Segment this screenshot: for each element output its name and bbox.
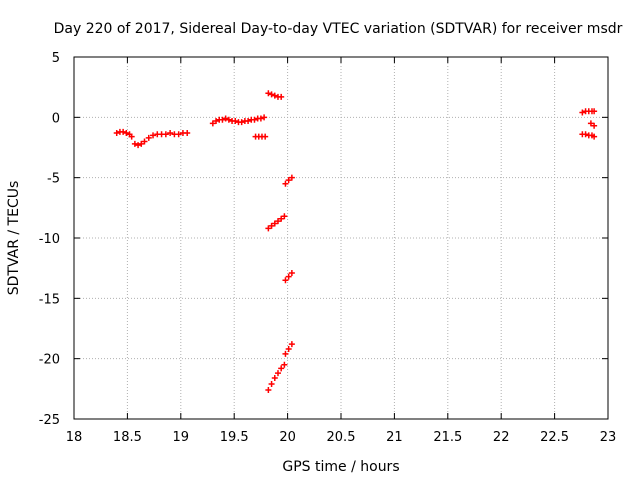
y-tick-label: -25	[39, 413, 60, 428]
data-point	[162, 131, 169, 138]
x-tick-label: 22	[493, 430, 510, 445]
data-point	[285, 273, 292, 280]
data-point	[591, 108, 598, 115]
data-point	[274, 218, 281, 225]
data-point	[268, 222, 275, 229]
data-point	[281, 213, 288, 220]
data-point	[261, 114, 268, 121]
data-point	[131, 140, 138, 147]
x-tick-label: 23	[600, 430, 617, 445]
data-point	[288, 341, 295, 348]
data-point	[271, 220, 278, 227]
data-point	[285, 177, 292, 184]
x-tick-label: 21.5	[433, 430, 462, 445]
y-tick-label: 0	[52, 111, 60, 126]
data-point	[271, 374, 278, 381]
data-point	[245, 117, 252, 124]
y-tick-label: -15	[39, 292, 60, 307]
data-point	[141, 138, 148, 145]
axis-ticks: 18 18.5 19 19.5 20 20.5 21 21.5 22 22.5 23 5 0 -5 -10 -…	[39, 51, 617, 445]
x-tick-label: 20	[279, 430, 296, 445]
data-point	[232, 117, 239, 124]
data-point	[120, 128, 127, 135]
data-point	[288, 269, 295, 276]
y-tick-label: -10	[39, 232, 60, 247]
data-point	[145, 134, 152, 141]
y-tick-label: 5	[52, 51, 60, 66]
y-tick-label: -20	[39, 353, 60, 368]
data-point	[268, 381, 275, 388]
data-point	[265, 90, 272, 97]
data-point	[274, 370, 281, 377]
data-point	[222, 115, 229, 122]
data-point	[138, 140, 145, 147]
data-point	[268, 91, 275, 98]
data-point	[167, 130, 174, 137]
x-tick-label: 20.5	[327, 430, 356, 445]
data-point	[278, 93, 285, 100]
data-point	[128, 133, 135, 140]
data-point	[582, 131, 589, 138]
data-point	[281, 361, 288, 368]
data-point	[278, 365, 285, 372]
data-point	[262, 133, 269, 140]
data-point	[265, 387, 272, 394]
data-point	[591, 122, 598, 129]
x-tick-label: 22.5	[540, 430, 569, 445]
y-axis-label: SDTVAR / TECUs	[6, 181, 22, 296]
data-point	[209, 120, 216, 127]
data-point	[587, 120, 594, 127]
data-points	[113, 90, 598, 394]
data-point	[251, 116, 258, 123]
x-axis-label: GPS time / hours	[282, 459, 399, 475]
data-point	[150, 132, 157, 139]
data-point	[213, 117, 220, 124]
data-point	[225, 116, 232, 123]
data-point	[288, 174, 295, 181]
data-point	[175, 131, 182, 138]
x-tick-label: 19	[173, 430, 190, 445]
chart-title: Day 220 of 2017, Sidereal Day-to-day VTE…	[54, 21, 623, 37]
x-tick-label: 18	[66, 430, 83, 445]
data-point	[219, 116, 226, 123]
data-point	[184, 130, 191, 137]
y-tick-label: -5	[47, 172, 60, 187]
data-point	[271, 92, 278, 99]
data-point	[113, 130, 120, 137]
data-point	[591, 133, 598, 140]
data-point	[579, 109, 586, 116]
data-point	[282, 180, 289, 187]
data-point	[123, 130, 130, 137]
x-tick-label: 18.5	[113, 430, 142, 445]
data-point	[278, 215, 285, 222]
data-point	[285, 346, 292, 353]
x-tick-label: 19.5	[220, 430, 249, 445]
data-point	[265, 225, 272, 232]
grid-lines	[74, 57, 608, 419]
data-point	[282, 277, 289, 284]
data-point	[238, 119, 245, 126]
data-point	[282, 350, 289, 357]
data-point	[135, 142, 142, 149]
x-tick-label: 21	[386, 430, 403, 445]
data-point	[257, 115, 264, 122]
